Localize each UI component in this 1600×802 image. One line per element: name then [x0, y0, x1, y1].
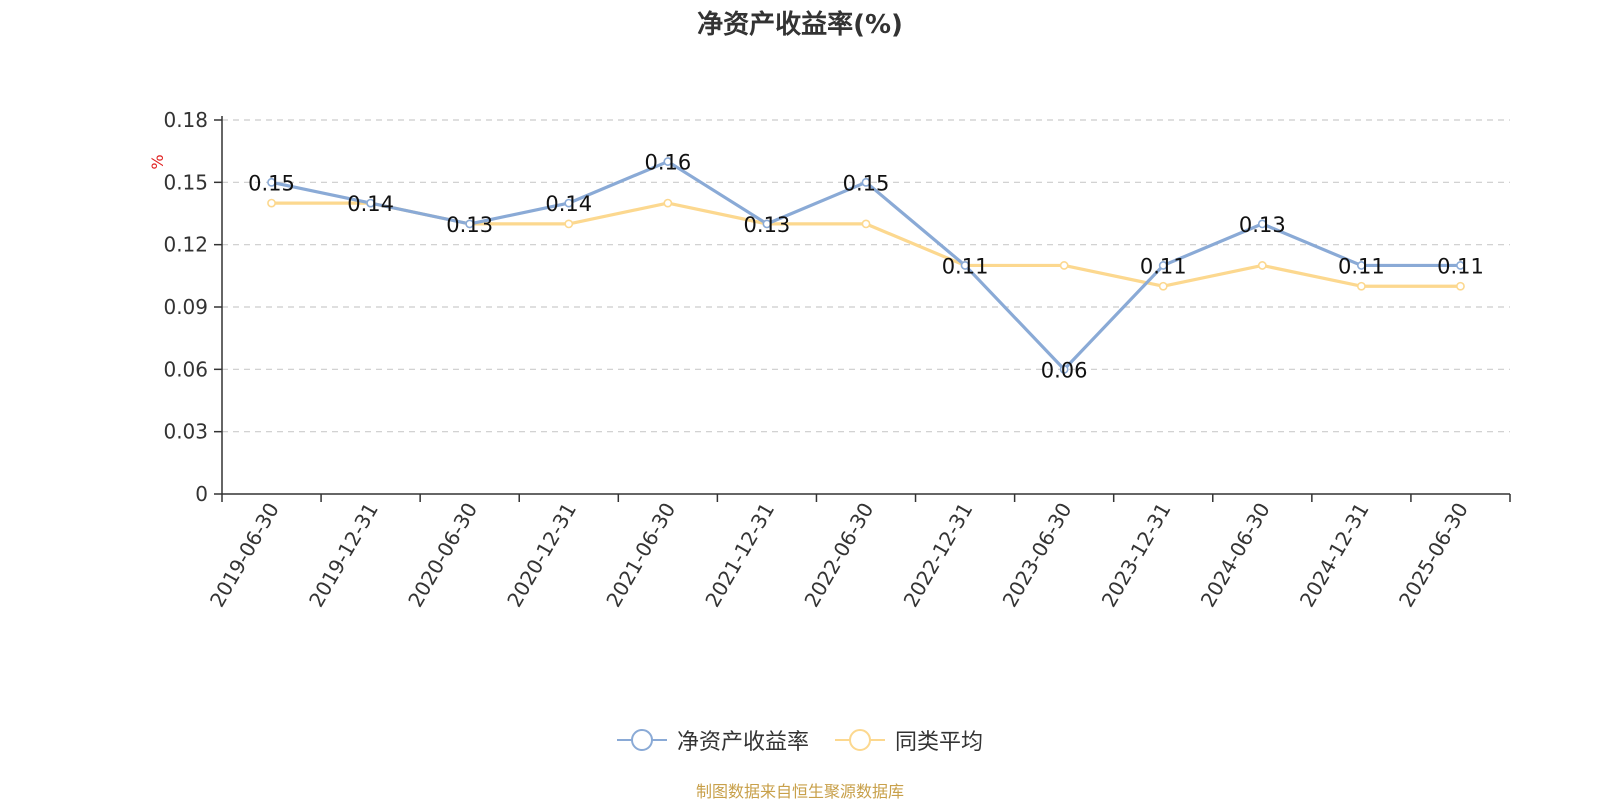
data-labels: 0.15 0.14 0.13 0.14 0.16 0.13 0.15 0.11 0.06 0.11… — [248, 151, 1484, 383]
data-point-series-0[interactable] — [663, 157, 673, 166]
legend-peer-average-icon — [835, 729, 885, 751]
x-tick-label: 2023-12-31 — [1097, 499, 1176, 612]
x-tick-label: 2020-06-30 — [403, 499, 482, 612]
data-point-series-0[interactable] — [1456, 261, 1465, 270]
data-point-series-0[interactable] — [762, 219, 772, 229]
y-axis-unit-label: % — [148, 154, 167, 169]
y-tick-label: 0 — [195, 482, 208, 506]
data-label: 0.13 — [446, 213, 493, 237]
y-tick-label: 0.18 — [163, 108, 208, 132]
data-point-series-1[interactable] — [1158, 281, 1168, 291]
x-tick-label: 2022-06-30 — [799, 499, 878, 612]
data-point-series-0[interactable] — [564, 198, 574, 208]
x-tick-label: 2023-06-30 — [998, 499, 1077, 612]
legend-item-roe[interactable]: 净资产收益率 — [616, 724, 809, 756]
x-tick-label: 2024-12-31 — [1295, 499, 1374, 612]
data-point-series-0[interactable] — [267, 177, 276, 187]
y-axis-ticks: 0 0.03 0.06 0.09 0.12 0.15 0.18 — [163, 108, 222, 506]
x-tick-label: 2020-12-31 — [502, 499, 581, 612]
data-label: 0.15 — [248, 171, 295, 195]
chart-title: 净资产收益率(%) — [697, 10, 903, 40]
data-label: 0.15 — [843, 171, 890, 195]
series-points — [267, 157, 1465, 374]
data-label: 0.11 — [1338, 254, 1385, 278]
data-point-series-0[interactable] — [1257, 219, 1267, 229]
data-label: 0.13 — [1239, 213, 1286, 237]
data-point-series-1[interactable] — [1257, 261, 1267, 270]
y-tick-label: 0.15 — [163, 170, 208, 194]
data-label: 0.14 — [545, 192, 592, 216]
x-tick-label: 2021-06-30 — [601, 499, 680, 612]
x-tick-label: 2025-06-30 — [1394, 499, 1473, 612]
x-tick-label: 2019-12-31 — [304, 499, 383, 612]
y-tick-label: 0.06 — [163, 357, 208, 381]
data-point-series-0[interactable] — [1059, 364, 1069, 374]
y-tick-label: 0.09 — [163, 295, 208, 319]
legend-item-peer-average[interactable]: 同类平均 — [835, 724, 983, 756]
x-axis-ticks: 2019-06-30 2019-12-31 2020-06-30 2020-12-31… — [205, 494, 1511, 612]
data-point-series-1[interactable] — [861, 219, 871, 229]
data-source-note: 制图数据来自恒生聚源数据库 — [695, 782, 904, 801]
y-tick-label: 0.12 — [163, 233, 208, 257]
x-tick-label: 2021-12-31 — [700, 499, 779, 612]
data-label: 0.16 — [644, 151, 691, 175]
x-tick-label: 2024-06-30 — [1196, 499, 1275, 612]
data-point-series-1[interactable] — [1456, 281, 1465, 291]
data-point-series-0[interactable] — [366, 198, 376, 208]
data-point-series-0[interactable] — [960, 261, 970, 270]
data-label: 0.11 — [1437, 254, 1484, 278]
data-label: 0.14 — [347, 192, 394, 216]
x-tick-label: 2022-12-31 — [899, 499, 978, 612]
data-label: 0.13 — [744, 213, 791, 237]
y-tick-label: 0.03 — [163, 420, 208, 444]
data-label: 0.06 — [1041, 358, 1088, 382]
data-label: 0.11 — [1140, 254, 1187, 278]
data-point-series-1[interactable] — [564, 219, 574, 229]
x-tick-label: 2019-06-30 — [205, 499, 284, 612]
data-point-series-1[interactable] — [267, 198, 276, 208]
data-point-series-1[interactable] — [1059, 261, 1069, 270]
legend-roe-label: 净资产收益率 — [676, 730, 809, 755]
data-point-series-0[interactable] — [1356, 261, 1366, 270]
data-point-series-1[interactable] — [663, 198, 673, 208]
data-point-series-1[interactable] — [1356, 281, 1366, 291]
data-point-series-0[interactable] — [1158, 261, 1168, 270]
legend: 净资产收益率 同类平均 — [0, 722, 1600, 758]
data-label: 0.11 — [942, 254, 989, 278]
legend-roe-icon — [616, 729, 667, 751]
data-point-series-0[interactable] — [465, 219, 475, 229]
legend-peer-average-label: 同类平均 — [895, 730, 984, 755]
data-point-series-0[interactable] — [861, 177, 871, 187]
